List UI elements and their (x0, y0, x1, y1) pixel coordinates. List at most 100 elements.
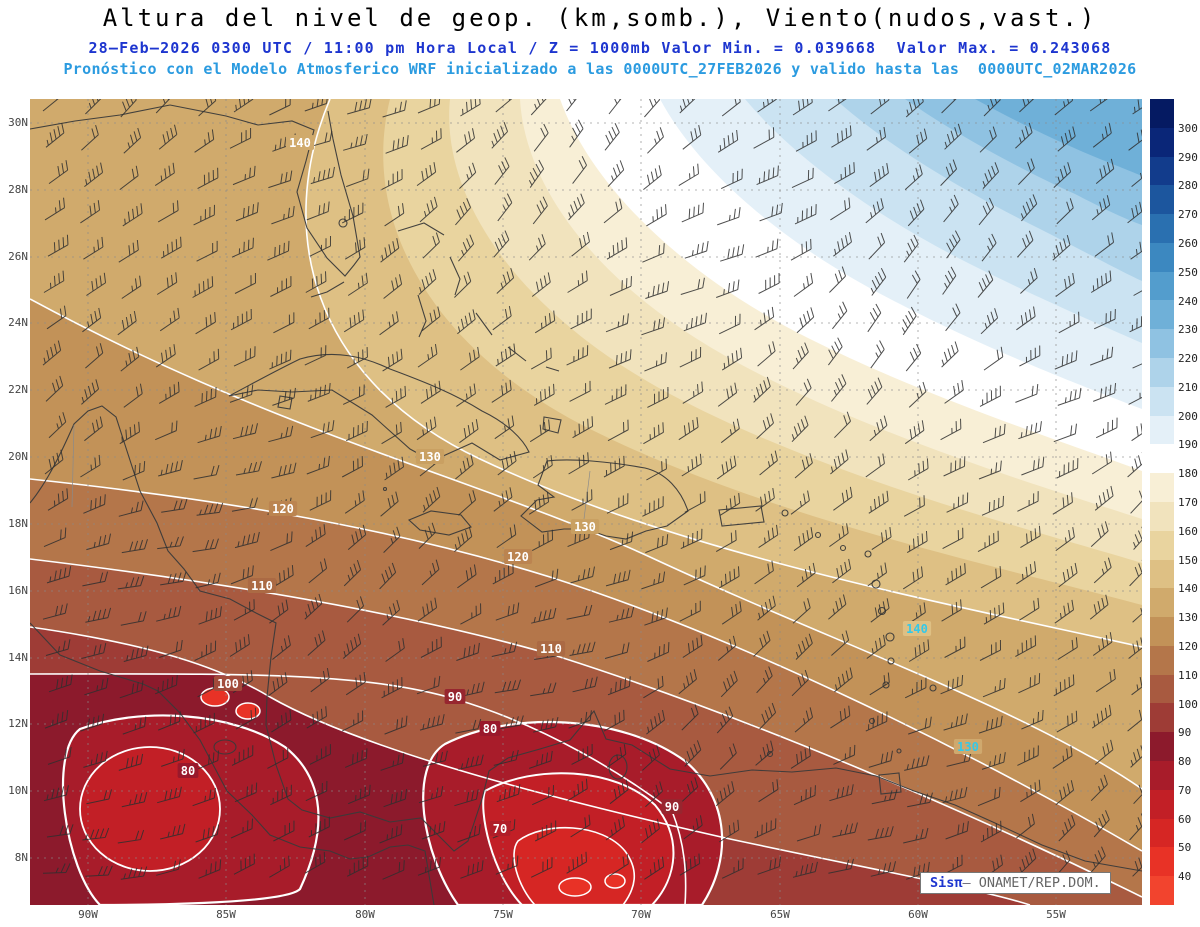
wind-barb (717, 129, 739, 153)
wind-barb (383, 526, 401, 553)
wind-barb (46, 566, 72, 584)
wind-barb (232, 670, 253, 694)
wind-barb (42, 863, 71, 874)
wind-barb (983, 602, 1005, 625)
wind-barb (754, 306, 775, 331)
wind-barb (44, 710, 69, 729)
contour-label-bg (285, 135, 315, 150)
wind-barb (829, 784, 854, 802)
wind-barb (159, 639, 183, 658)
wind-barb (1052, 235, 1071, 261)
wind-barb (644, 99, 661, 118)
wind-barb (47, 746, 72, 765)
wind-barb (869, 163, 889, 188)
wind-barb (681, 704, 699, 731)
wind-barb (828, 99, 848, 112)
colorbar-segment (1150, 242, 1174, 272)
wind-barb (308, 307, 330, 330)
wind-barb (534, 310, 556, 334)
colorbar-tick-label: 190 (1178, 438, 1198, 452)
wind-barb (1089, 846, 1106, 874)
lon-tick-label: 55W (1046, 908, 1066, 921)
wind-barb (643, 675, 664, 699)
wind-barb (47, 488, 69, 511)
wind-barb (196, 240, 218, 262)
wind-barb (118, 500, 144, 517)
wind-barb (792, 99, 813, 116)
wind-barb (608, 606, 635, 623)
wind-barb (754, 560, 774, 585)
wind-barb (1091, 704, 1112, 729)
wind-barb (907, 199, 925, 227)
wind-barb (871, 526, 892, 551)
contour-label: 120 (507, 550, 529, 564)
wind-barb (233, 599, 255, 621)
wind-barb (680, 777, 699, 804)
wind-barb (535, 568, 559, 588)
wind-barb (1094, 739, 1114, 765)
colorbar-tick-label: 300 (1178, 121, 1198, 135)
wind-barb (796, 562, 816, 588)
wind-barb (155, 675, 178, 695)
colorbar-tick-label: 130 (1178, 611, 1198, 625)
wind-barb (156, 272, 178, 295)
colorbar-tick-label: 290 (1178, 150, 1198, 164)
wind-barb (868, 750, 893, 768)
wind-barb (830, 449, 849, 475)
contour-label-bg (213, 676, 243, 691)
wind-barb (716, 455, 737, 480)
lat-tick-label: 16N (8, 584, 28, 597)
wind-barb (418, 269, 437, 295)
wind-barb (1055, 272, 1075, 297)
wind-barb (380, 238, 400, 263)
colorbar-segment (1150, 847, 1174, 877)
wind-barb (646, 458, 667, 481)
wind-barb (981, 495, 1004, 516)
wind-barb (121, 539, 148, 554)
wind-barb (384, 715, 408, 735)
wind-barb (680, 277, 705, 295)
wind-barb (1056, 710, 1078, 733)
wind-barb (530, 682, 557, 697)
attribution-badge: Sisπ– ONAMET/REP.DOM. (920, 872, 1111, 894)
wind-barb (715, 530, 737, 553)
wind-barb (198, 99, 217, 117)
wind-barb (235, 707, 257, 730)
wind-barb (341, 202, 364, 224)
wind-barb (717, 207, 741, 226)
wind-barb (641, 317, 666, 336)
wind-barb (231, 745, 254, 766)
wind-barb (791, 415, 809, 443)
wind-barb (269, 855, 290, 878)
wind-barb (605, 569, 631, 587)
wind-barb (457, 309, 476, 335)
wind-barb (492, 305, 512, 331)
wind-barb (829, 523, 849, 548)
wind-barb (1017, 491, 1039, 512)
wind-barb (867, 303, 882, 333)
wind-barb (978, 197, 995, 226)
wind-barb (192, 276, 214, 298)
wind-barb (1056, 198, 1074, 225)
wind-barb (758, 273, 780, 294)
wind-barb (235, 202, 259, 222)
wind-barb (491, 121, 509, 149)
wind-barb (1129, 813, 1142, 841)
wind-barb (682, 634, 703, 658)
wind-barb (492, 563, 514, 585)
wind-barb (495, 99, 514, 113)
wind-barb (416, 675, 441, 695)
wind-barb (870, 99, 890, 115)
wind-barb (606, 744, 627, 768)
wind-barb (753, 127, 775, 149)
wind-barb (385, 135, 409, 154)
wind-barb (982, 162, 1000, 189)
wind-barb (719, 743, 737, 770)
wind-barb (1017, 230, 1034, 258)
wind-barb (983, 99, 1001, 117)
wind-barb (80, 200, 101, 224)
colorbar-segment (1150, 760, 1174, 790)
wind-barb (827, 337, 843, 366)
wind-barb (491, 379, 512, 403)
colorbar-segment (1150, 674, 1174, 704)
